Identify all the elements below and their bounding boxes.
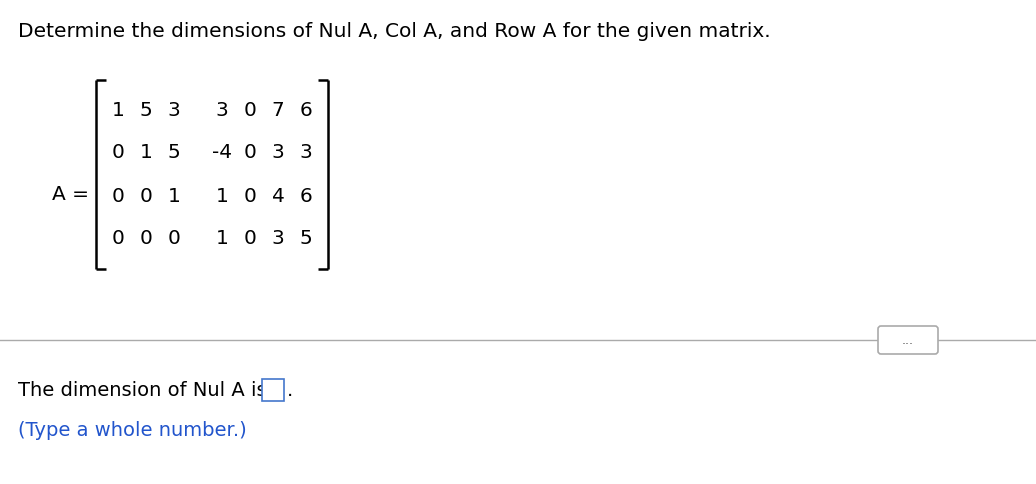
Text: 0: 0 <box>112 229 124 248</box>
Text: The dimension of Nul A is: The dimension of Nul A is <box>18 380 266 399</box>
Text: A =: A = <box>52 185 89 205</box>
Text: 3: 3 <box>168 101 180 120</box>
Text: 3: 3 <box>299 143 313 163</box>
Text: 0: 0 <box>168 229 180 248</box>
Text: Determine the dimensions of Nul A, Col A, and Row A for the given matrix.: Determine the dimensions of Nul A, Col A… <box>18 22 771 41</box>
Text: 3: 3 <box>271 143 284 163</box>
Text: 1: 1 <box>140 143 152 163</box>
Text: 6: 6 <box>299 186 313 206</box>
Text: ...: ... <box>902 333 914 347</box>
Text: 0: 0 <box>140 229 152 248</box>
Text: 0: 0 <box>112 186 124 206</box>
Text: 6: 6 <box>299 101 313 120</box>
Text: .: . <box>287 380 293 399</box>
Text: 4: 4 <box>271 186 285 206</box>
Text: 5: 5 <box>299 229 313 248</box>
Text: -4: -4 <box>212 143 232 163</box>
Text: 1: 1 <box>168 186 180 206</box>
FancyBboxPatch shape <box>262 379 284 401</box>
Text: 7: 7 <box>271 101 284 120</box>
FancyBboxPatch shape <box>877 326 938 354</box>
Text: 1: 1 <box>215 186 228 206</box>
Text: 0: 0 <box>243 101 257 120</box>
Text: 3: 3 <box>271 229 284 248</box>
Text: 0: 0 <box>140 186 152 206</box>
Text: 5: 5 <box>140 101 152 120</box>
Text: 1: 1 <box>112 101 124 120</box>
Text: 1: 1 <box>215 229 228 248</box>
Text: (Type a whole number.): (Type a whole number.) <box>18 421 247 439</box>
Text: 0: 0 <box>243 143 257 163</box>
Text: 0: 0 <box>112 143 124 163</box>
Text: 0: 0 <box>243 229 257 248</box>
Text: 5: 5 <box>168 143 180 163</box>
Text: 0: 0 <box>243 186 257 206</box>
Text: 3: 3 <box>215 101 228 120</box>
